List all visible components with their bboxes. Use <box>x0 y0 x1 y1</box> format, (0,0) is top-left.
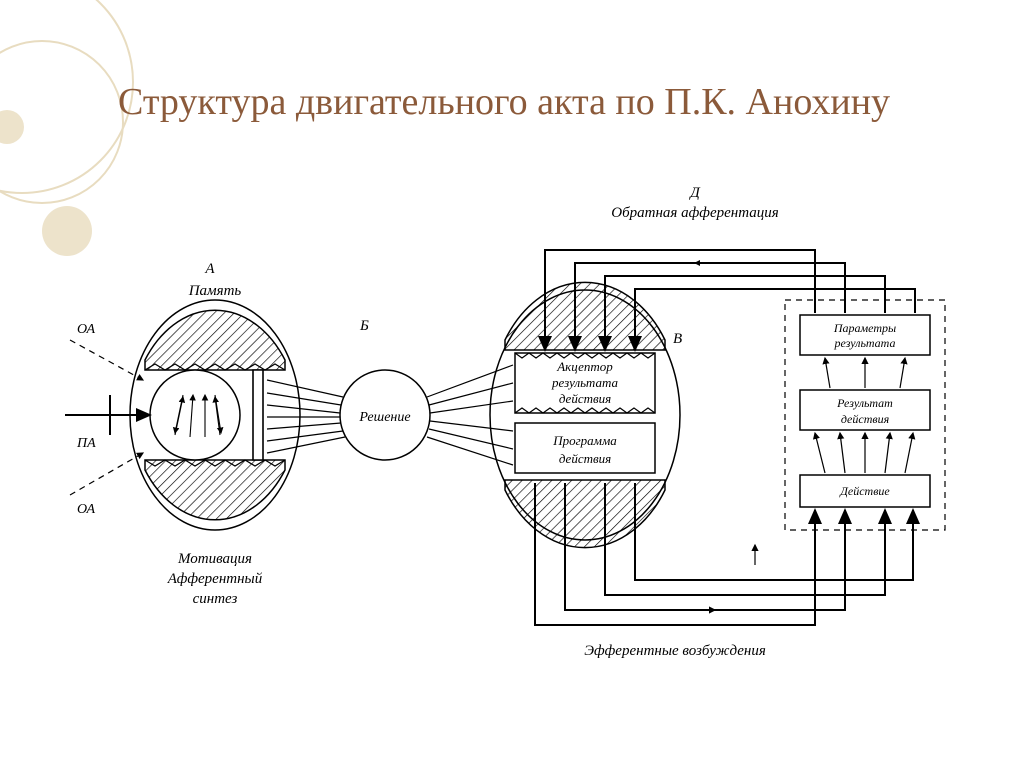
label-feedback: Обратная афферентация <box>611 205 778 221</box>
page-title: Структура двигательного акта по П.К. Ано… <box>118 80 938 126</box>
label-B: Б <box>359 318 369 334</box>
label-res2: действия <box>841 412 890 426</box>
label-pa: ПА <box>76 436 96 451</box>
label-prog1: Программа <box>552 433 617 448</box>
block-afferent-synthesis <box>130 300 300 530</box>
label-acc2: результата <box>551 375 619 390</box>
arrows-action-to-result <box>815 433 913 473</box>
label-res1: Результат <box>836 396 893 410</box>
label-motivation: Мотивация <box>177 551 252 567</box>
label-params2: результата <box>834 336 896 350</box>
label-A: А <box>204 261 215 277</box>
label-D: Д <box>688 185 701 201</box>
label-efferent: Эфферентные возбуждения <box>584 643 766 659</box>
label-memory: Память <box>188 283 242 299</box>
arrows-result-to-params <box>825 358 905 388</box>
block-acceptor-program <box>490 282 680 547</box>
label-acc1: Акцептор <box>556 359 613 374</box>
label-affsynth: Афферентный <box>167 571 263 587</box>
label-oa-top: ОА <box>77 322 95 337</box>
label-params1: Параметры <box>833 321 896 335</box>
label-V: В <box>673 331 682 347</box>
anokhin-diagram: ОА ПА ОА А Память Мотивация Афферентный … <box>55 165 975 725</box>
label-action: Действие <box>839 484 890 498</box>
label-acc3: действия <box>559 391 611 406</box>
label-affsynth2: синтез <box>193 591 238 607</box>
label-decision: Решение <box>358 410 410 425</box>
label-prog2: действия <box>559 451 611 466</box>
label-oa-bot: ОА <box>77 502 95 517</box>
